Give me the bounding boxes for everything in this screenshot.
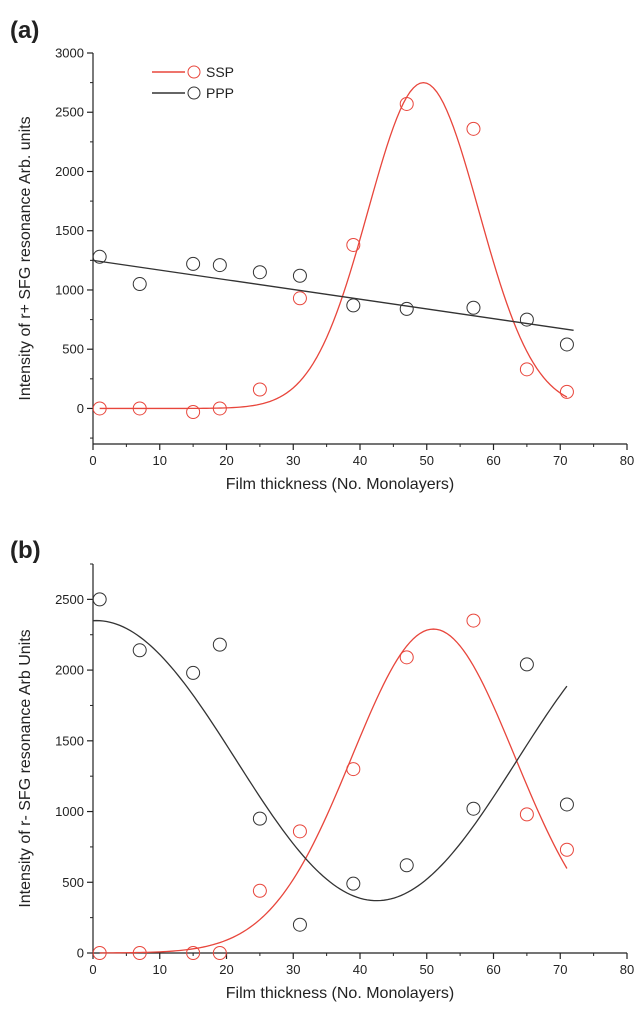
series-1-point xyxy=(212,637,227,652)
x-tick-label: 10 xyxy=(153,962,167,977)
y-tick-label: 0 xyxy=(77,946,84,961)
panel-a: (a) 0 10 20 30 40 50 60 70 80 0 500 1000 1500 2000 250… xyxy=(10,17,634,493)
x-tick-label: 0 xyxy=(89,962,96,977)
x-tick-label: 80 xyxy=(620,962,634,977)
series-0-point xyxy=(399,96,414,111)
series-1-point xyxy=(466,801,481,816)
series-0-point xyxy=(292,291,307,306)
series-1-point xyxy=(132,643,147,658)
y-tick-label: 500 xyxy=(62,342,84,357)
series-0-point xyxy=(132,401,147,416)
y-tick-label: 1000 xyxy=(55,282,84,297)
series-1-point xyxy=(399,301,414,316)
series-0-point xyxy=(519,362,534,377)
x-tick-label: 60 xyxy=(486,962,500,977)
x-tick-label: 70 xyxy=(553,962,567,977)
x-tick-label: 10 xyxy=(153,453,167,468)
series-1-point xyxy=(519,657,534,672)
series-0-point xyxy=(519,807,534,822)
series-1-point xyxy=(92,592,107,607)
series-0-point xyxy=(212,401,227,416)
x-axis-label: Film thickness (No. Monolayers) xyxy=(226,476,455,493)
legend: SSP PPP xyxy=(152,64,234,101)
series-0-point xyxy=(346,237,361,252)
series-1-fit-line xyxy=(92,259,574,331)
series-1-point xyxy=(559,337,574,352)
x-tick-label: 40 xyxy=(353,453,367,468)
series-0-point xyxy=(292,824,307,839)
series-1-point xyxy=(292,268,307,283)
series-1-point xyxy=(212,258,227,273)
series-1-point xyxy=(559,797,574,812)
series-0-point xyxy=(466,121,481,136)
series-1-point xyxy=(186,256,201,271)
legend-marker-ppp xyxy=(187,86,201,100)
y-tick-label: 1500 xyxy=(55,733,84,748)
x-tick-label: 30 xyxy=(286,453,300,468)
y-tick-label: 2000 xyxy=(55,164,84,179)
series-0-point xyxy=(252,382,267,397)
y-tick-label: 2500 xyxy=(55,105,84,120)
panel-b: (b) 0 10 20 30 40 50 60 70 80 0 500 1000 1500 2000 250… xyxy=(10,537,634,1002)
x-tick-label: 70 xyxy=(553,453,567,468)
series-0-point xyxy=(186,946,201,960)
series-1-point xyxy=(92,249,107,264)
y-tick-label: 2000 xyxy=(55,663,84,678)
series-1-point xyxy=(519,312,534,327)
x-tick-label: 40 xyxy=(353,962,367,977)
plot-area: 0 10 20 30 40 50 60 70 80 0 500 1000 1500 2000 2500 xyxy=(55,563,634,977)
y-tick-label: 0 xyxy=(77,401,84,416)
series-1-point xyxy=(252,811,267,826)
series-0-point xyxy=(559,842,574,857)
plot-area: 0 10 20 30 40 50 60 70 80 0 500 1000 1500 2000 2500 300… xyxy=(55,46,634,469)
series-0-fit-line xyxy=(99,628,568,954)
x-tick-label: 50 xyxy=(420,962,434,977)
y-tick-label: 500 xyxy=(62,875,84,890)
series-1-point xyxy=(252,265,267,280)
y-axis-label: Intensity of r+ SFG resonance Arb. units xyxy=(17,116,34,400)
panel-label: (b) xyxy=(10,537,41,564)
series-0-point xyxy=(346,762,361,777)
y-tick-label: 1500 xyxy=(55,223,84,238)
legend-label-ssp: SSP xyxy=(206,64,234,80)
series-1-point xyxy=(346,876,361,891)
series-0-point xyxy=(132,946,147,960)
series-0-point xyxy=(212,946,227,960)
series-0-point xyxy=(399,650,414,665)
y-tick-label: 2500 xyxy=(55,592,84,607)
series-1-point xyxy=(346,298,361,313)
y-tick-label: 3000 xyxy=(55,46,84,61)
series-1-point xyxy=(399,858,414,873)
x-tick-label: 20 xyxy=(219,453,233,468)
x-tick-label: 50 xyxy=(420,453,434,468)
series-0-point xyxy=(466,613,481,628)
x-tick-label: 60 xyxy=(486,453,500,468)
series-1-point xyxy=(292,917,307,932)
series-0-point xyxy=(186,405,201,420)
y-axis-label: Intensity of r- SFG resonance Arb Units xyxy=(17,629,34,907)
series-0-point xyxy=(92,401,107,416)
y-tick-label: 1000 xyxy=(55,804,84,819)
x-tick-label: 30 xyxy=(286,962,300,977)
series-0-fit-line xyxy=(99,81,568,410)
series-1-fit-line xyxy=(92,619,568,902)
legend-label-ppp: PPP xyxy=(206,85,234,101)
legend-marker-ssp xyxy=(187,65,201,79)
series-1-point xyxy=(186,665,201,680)
x-axis-label: Film thickness (No. Monolayers) xyxy=(226,985,455,1002)
series-1-point xyxy=(132,277,147,292)
series-1-point xyxy=(466,300,481,315)
series-0-point xyxy=(252,883,267,898)
x-tick-label: 80 xyxy=(620,453,634,468)
series-0-point xyxy=(559,384,574,399)
x-tick-label: 0 xyxy=(89,453,96,468)
x-tick-label: 20 xyxy=(219,962,233,977)
panel-label: (a) xyxy=(10,17,39,44)
series-0-point xyxy=(92,946,107,960)
